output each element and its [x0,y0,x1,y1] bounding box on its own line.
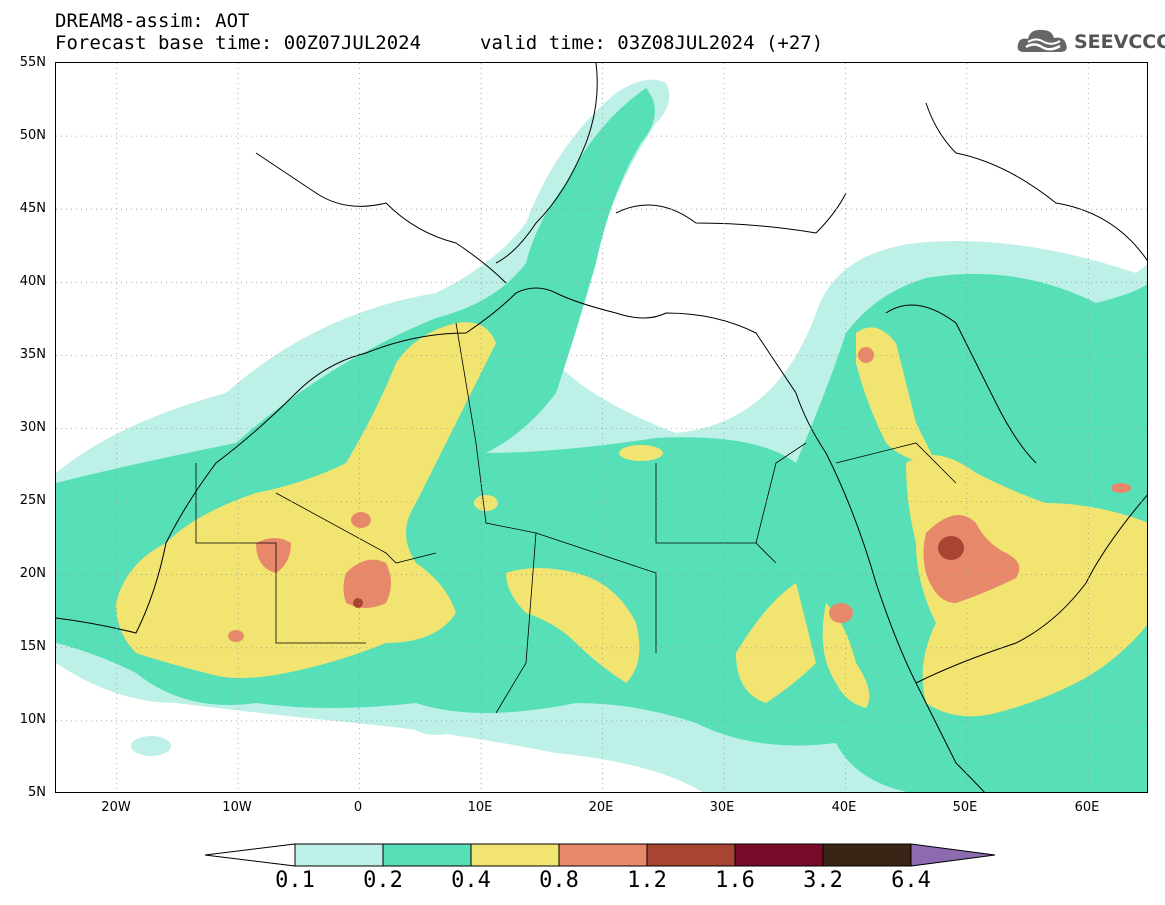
lon-label: 60E [1074,800,1100,815]
lat-label: 5N [28,785,46,800]
lon-label: 50E [952,800,978,815]
colorbar-bin [382,843,472,867]
colorbar [205,843,996,867]
colorbar-label: 6.4 [891,868,931,893]
lat-label: 35N [19,347,46,362]
colorbar-high-arrow [910,843,996,867]
lat-label: 25N [19,493,46,508]
lon-label: 20W [101,800,131,815]
colorbar-bin [822,843,912,867]
colorbar-bin [558,843,648,867]
lon-label: 10W [222,800,252,815]
forecast-base-time: Forecast base time: 00Z07JUL2024 [55,32,422,54]
country-borders [195,322,957,714]
lon-label: 0 [353,800,363,815]
lat-label: 20N [19,566,46,581]
colorbar-bin [734,843,824,867]
lon-label: 10E [467,800,493,815]
colorbar-label: 0.8 [539,868,579,893]
aot-field [56,63,1147,792]
map-title: DREAM8-assim: AOT [55,10,250,32]
colorbar-bin [470,843,560,867]
aot-level-1.2 [353,536,964,608]
lat-label: 50N [19,128,46,143]
lon-label: 30E [709,800,735,815]
coastlines [56,63,1147,792]
colorbar-label: 1.2 [627,868,667,893]
seevccc-logo: SEEVCCC [1016,24,1165,58]
logo-text: SEEVCCC [1074,31,1165,53]
valid-time: valid time: 03Z08JUL2024 (+27) [480,32,824,54]
lon-label: 20E [588,800,614,815]
colorbar-label: 0.2 [363,868,403,893]
colorbar-label: 3.2 [803,868,843,893]
lat-label: 15N [19,639,46,654]
lon-label: 40E [831,800,857,815]
colorbar-low-arrow [205,843,296,867]
lat-label: 45N [19,201,46,216]
lat-label: 55N [19,55,46,70]
lat-label: 40N [19,274,46,289]
graticule [56,63,1147,792]
colorbar-label: 0.4 [451,868,491,893]
aot-map [55,62,1148,793]
lat-label: 10N [19,712,46,727]
colorbar-label: 0.1 [275,868,315,893]
lat-label: 30N [19,420,46,435]
colorbar-bin [646,843,736,867]
cloud-icon [1017,29,1067,52]
colorbar-label: 1.6 [715,868,755,893]
colorbar-bin [294,843,384,867]
